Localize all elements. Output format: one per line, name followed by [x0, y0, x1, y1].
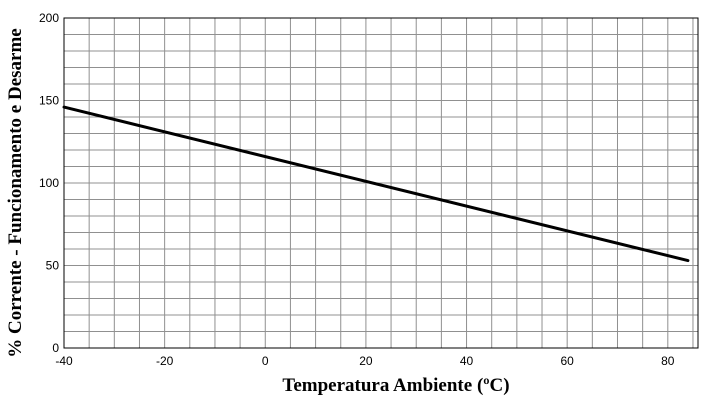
y-tick-label: 200: [39, 11, 59, 25]
y-tick-label: 150: [39, 94, 59, 108]
plot-frame: [63, 17, 699, 349]
chart-grid: [64, 18, 698, 348]
x-tick-label: 0: [262, 354, 269, 368]
y-tick-label: 0: [52, 341, 59, 355]
y-tick-label: 50: [46, 259, 60, 273]
x-tick-label: 20: [359, 354, 373, 368]
series-lines: [62, 105, 690, 263]
y-axis-title: % Corrente - Funcionamento e Desarme: [5, 28, 26, 357]
series-line: [62, 105, 690, 263]
x-tick-label: 40: [460, 354, 474, 368]
x-tick-label: -20: [156, 354, 174, 368]
y-tick-label: 100: [39, 176, 59, 190]
x-tick-label: 60: [560, 354, 574, 368]
x-axis-title: Temperatura Ambiente (ºC): [282, 375, 509, 396]
x-tick-label: -40: [55, 354, 73, 368]
tick-labels: -40 -20 0 20 40 60 80 0 50 100 150 200: [39, 11, 675, 368]
x-tick-label: 80: [661, 354, 675, 368]
